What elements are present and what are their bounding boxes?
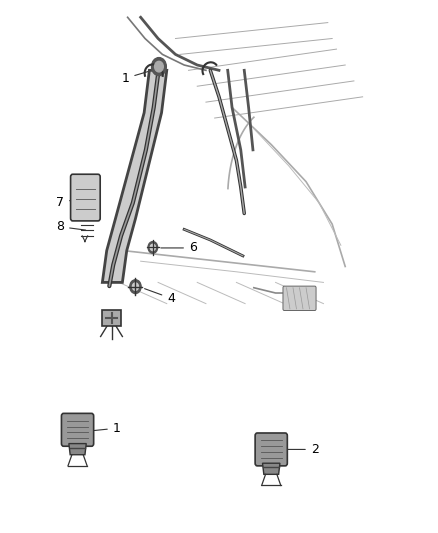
Text: 6: 6 <box>161 241 197 254</box>
Text: 2: 2 <box>287 443 319 456</box>
Text: 1: 1 <box>121 68 159 85</box>
Circle shape <box>150 244 155 251</box>
Polygon shape <box>102 310 121 326</box>
FancyBboxPatch shape <box>283 286 316 311</box>
Text: 7: 7 <box>56 196 92 209</box>
Text: 1: 1 <box>93 422 120 435</box>
Circle shape <box>148 241 158 253</box>
Polygon shape <box>262 463 280 474</box>
FancyBboxPatch shape <box>71 174 100 221</box>
Text: 8: 8 <box>56 220 86 233</box>
FancyBboxPatch shape <box>255 433 287 466</box>
Circle shape <box>130 280 141 294</box>
Text: 4: 4 <box>145 289 175 305</box>
Polygon shape <box>69 443 86 455</box>
Circle shape <box>132 283 138 290</box>
Circle shape <box>152 58 166 76</box>
Circle shape <box>155 61 163 72</box>
FancyBboxPatch shape <box>61 414 94 446</box>
Polygon shape <box>102 70 167 282</box>
